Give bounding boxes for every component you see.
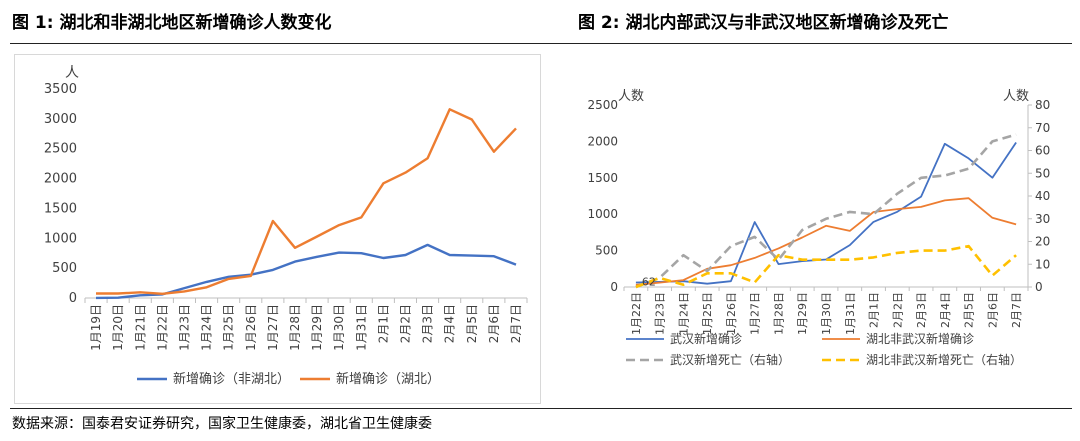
chart2-y-left-tick: 500 xyxy=(595,244,618,258)
chart1-y-tick: 1000 xyxy=(44,231,77,246)
chart2-x-tick: 1月26日 xyxy=(725,292,738,335)
chart1-x-tick: 2月5日 xyxy=(465,304,479,343)
chart2-legend-label-3: 湖北非武汉新增死亡（右轴） xyxy=(866,352,1022,367)
chart1-series-line-1 xyxy=(96,108,517,296)
chart2-y-right-tick: 20 xyxy=(1035,235,1050,249)
chart1-y-tick: 2500 xyxy=(44,142,77,157)
chart1-y-tick: 500 xyxy=(52,261,77,276)
chart1-y-tick: 2000 xyxy=(44,172,77,187)
chart1-x-tick: 2月6日 xyxy=(487,304,501,343)
chart2-x-tick: 2月5日 xyxy=(963,292,976,328)
chart2-y-right-tick: 10 xyxy=(1035,257,1050,271)
chart2-x-tick: 1月31日 xyxy=(844,292,857,335)
chart2-x-tick: 1月24日 xyxy=(677,292,690,335)
chart2-y-right-unit: 人数 xyxy=(1003,89,1029,104)
chart1-y-tick: 3000 xyxy=(44,112,77,127)
chart2-x-tick: 2月6日 xyxy=(986,292,999,328)
chart1-series-line-0 xyxy=(95,243,517,300)
chart2-y-right-tick: 30 xyxy=(1035,212,1050,226)
chart1-y-tick: 3500 xyxy=(44,82,77,97)
chart1-y-tick: 1500 xyxy=(44,201,77,216)
chart1-x-tick: 2月3日 xyxy=(421,304,435,343)
figure2-title: 图 2: 湖北内部武汉与非武汉地区新增确诊及死亡 xyxy=(578,13,949,33)
chart2-legend-label-1: 湖北非武汉新增确诊 xyxy=(866,331,974,346)
chart2-x-tick: 2月7日 xyxy=(1010,292,1023,328)
chart1-x-tick: 1月22日 xyxy=(155,304,169,351)
chart1-legend-label-1: 新增确诊（湖北） xyxy=(336,371,440,387)
chart2: 人数 人数 0 500 1000 1500 2000 2500 0 10 20 30 40 50 60 70 8… xyxy=(587,89,1050,367)
chart2-y-left-tick: 1000 xyxy=(587,207,618,221)
chart1-x-tick: 1月28日 xyxy=(288,304,302,351)
chart1-x-tick: 1月30日 xyxy=(332,304,346,351)
chart2-y-left-tick: 2500 xyxy=(587,98,618,112)
bottom-rule xyxy=(10,408,1072,409)
chart1-x-tick: 1月31日 xyxy=(354,304,368,351)
chart2-annotation: 62 xyxy=(642,275,656,288)
chart2-x-tick: 1月23日 xyxy=(654,292,667,335)
chart1-y-unit: 人 xyxy=(65,65,79,81)
chart2-x-tick: 1月29日 xyxy=(796,292,809,335)
chart1-x-tick: 1月19日 xyxy=(89,304,103,351)
chart2-x-tick: 2月1日 xyxy=(868,292,881,328)
chart2-y-left-tick: 2000 xyxy=(587,134,618,148)
chart2-panel: 人数 人数 0 500 1000 1500 2000 2500 0 10 20 30 40 50 60 70 8… xyxy=(566,78,1066,396)
chart1-x-tick: 2月1日 xyxy=(376,304,390,343)
chart2-x-tick: 1月28日 xyxy=(772,292,785,335)
chart2-x-tick: 1月22日 xyxy=(630,292,643,335)
chart2-series-line-1 xyxy=(635,197,1017,286)
chart1-x-tick: 2月4日 xyxy=(443,304,457,343)
chart2-y-right-tick: 50 xyxy=(1035,166,1050,180)
top-rule xyxy=(10,43,1072,44)
chart2-series-line-3 xyxy=(635,244,1017,289)
chart1-x-tick: 1月20日 xyxy=(111,304,125,351)
chart1-x-tick: 1月23日 xyxy=(177,304,191,351)
chart2-y-right-tick: 0 xyxy=(1035,280,1043,294)
chart1-y-tick: 0 xyxy=(69,291,77,306)
chart2-y-left-unit: 人数 xyxy=(618,89,644,104)
chart2-legend-label-0: 武汉新增确诊 xyxy=(670,331,742,346)
chart2-x-tick: 1月30日 xyxy=(820,292,833,335)
chart1-x-tick: 1月21日 xyxy=(133,304,147,351)
source-note: 数据来源：国泰君安证券研究，国家卫生健康委，湖北省卫生健康委 xyxy=(12,416,432,432)
chart1-x-tick: 1月25日 xyxy=(222,304,236,351)
chart1-x-tick: 1月24日 xyxy=(200,304,214,351)
chart2-x-tick: 2月4日 xyxy=(939,292,952,328)
chart2-x-tick: 2月2日 xyxy=(891,292,904,328)
chart2-y-left-tick: 0 xyxy=(610,280,618,294)
chart1-legend-label-0: 新增确诊（非湖北） xyxy=(173,371,290,387)
chart2-y-left-tick: 1500 xyxy=(587,171,618,185)
figure1-title: 图 1: 湖北和非湖北地区新增确诊人数变化 xyxy=(12,13,332,33)
chart1-x-tick: 2月2日 xyxy=(398,304,412,343)
chart1-panel: 人 0 500 1000 1500 2000 2500 3000 3500 1月19日 1月20日 1… xyxy=(14,54,541,404)
chart2-x-tick: 2月3日 xyxy=(915,292,928,328)
chart1: 人 0 500 1000 1500 2000 2500 3000 3500 1月19日 1月20日 1… xyxy=(44,65,528,387)
chart2-series-line-2 xyxy=(635,133,1017,289)
chart1-x-tick: 1月27日 xyxy=(266,304,280,351)
chart2-x-tick: 1月25日 xyxy=(701,292,714,335)
chart2-y-right-tick: 80 xyxy=(1035,98,1050,112)
chart2-x-tick: 1月27日 xyxy=(749,292,762,335)
chart1-x-tick: 1月29日 xyxy=(310,304,324,351)
chart2-y-right-tick: 40 xyxy=(1035,189,1050,203)
chart2-y-right-tick: 70 xyxy=(1035,121,1050,135)
chart1-x-tick: 1月26日 xyxy=(244,304,258,351)
chart2-series-line-0 xyxy=(635,141,1017,285)
chart2-y-right-tick: 60 xyxy=(1035,144,1050,158)
chart1-x-tick: 2月7日 xyxy=(509,304,523,343)
chart2-legend-label-2: 武汉新增死亡（右轴） xyxy=(670,352,790,367)
